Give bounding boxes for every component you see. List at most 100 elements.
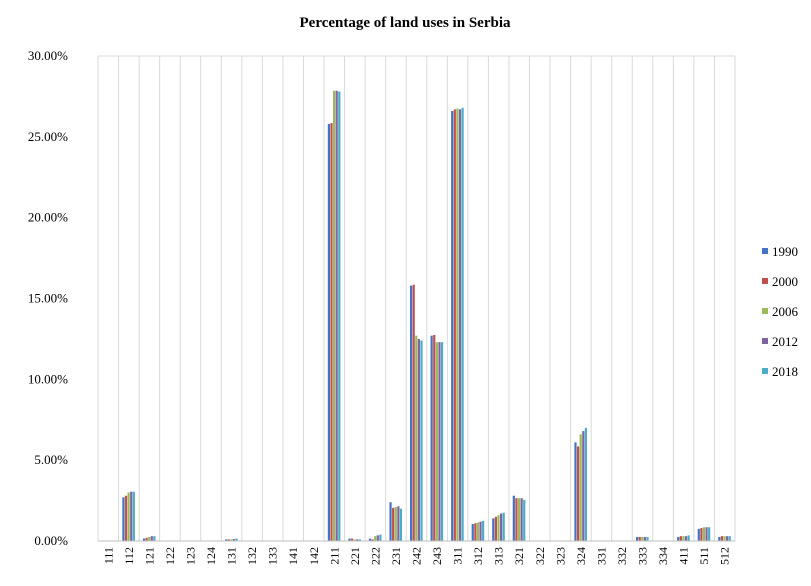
- x-tick-label: 242: [410, 547, 424, 565]
- bar-2012-243: [438, 342, 441, 541]
- x-tick-label: 122: [163, 547, 177, 565]
- bar-2006-312: [476, 522, 480, 541]
- bar-2006-243: [435, 342, 438, 541]
- bar-2018-311: [461, 107, 464, 541]
- bar-2018-333: [646, 536, 649, 541]
- bar-2006-511: [702, 527, 706, 541]
- bar-2018-313: [502, 512, 505, 541]
- bar-2000-311: [453, 109, 456, 541]
- x-axis-ticks: 111 112 121 122 123 124 131 132 133 141 142 211 221 2…: [101, 547, 731, 565]
- x-tick-label: 411: [677, 547, 691, 565]
- bar-1990-221: [348, 538, 351, 541]
- bar-2018-222: [379, 534, 382, 541]
- bar-1990-511: [697, 528, 700, 542]
- bar-2006-221: [353, 539, 356, 541]
- legend-swatch-1990: [762, 248, 768, 254]
- legend-label-2018: 2018: [772, 364, 798, 379]
- x-tick-label: 332: [615, 547, 629, 565]
- y-axis-ticks: 0.00% 5.00% 10.00% 15.00% 20.00% 25.00% 30.00%: [28, 48, 68, 548]
- bar-2018-221: [358, 539, 361, 541]
- bar-1990-313: [492, 518, 495, 541]
- x-tick-label: 221: [348, 547, 362, 565]
- x-tick-label: 141: [286, 547, 300, 565]
- bar-2012-512: [726, 536, 729, 541]
- x-tick-label: 311: [451, 547, 465, 565]
- bar-1990-411: [677, 536, 680, 541]
- legend-swatch-2018: [762, 368, 768, 374]
- bar-2000-411: [679, 536, 682, 541]
- x-tick-label: 111: [101, 547, 115, 564]
- bar-2006-222: [374, 536, 377, 541]
- bar-2000-511: [700, 528, 703, 541]
- x-tick-label: 321: [512, 547, 526, 565]
- bar-2000-221: [350, 538, 354, 541]
- x-tick-label: 312: [471, 547, 485, 565]
- legend-swatch-2006: [762, 308, 768, 314]
- bar-2012-242: [417, 338, 420, 541]
- x-tick-label: 512: [718, 547, 732, 565]
- bar-2018-242: [420, 340, 423, 541]
- bar-1990-112: [122, 497, 125, 541]
- bar-2006-311: [456, 108, 459, 541]
- bar-2018-312: [482, 520, 485, 541]
- bar-2018-243: [440, 342, 444, 541]
- bar-1990-211: [327, 123, 331, 542]
- bar-2012-211: [335, 90, 338, 541]
- x-tick-label: 112: [122, 547, 136, 565]
- bar-1990-243: [430, 335, 433, 541]
- legend-label-2012: 2012: [772, 334, 798, 349]
- bar-2000-324: [576, 446, 580, 541]
- bar-2012-221: [356, 539, 359, 541]
- x-tick-label: 333: [636, 547, 650, 565]
- bar-2012-324: [582, 431, 585, 541]
- bar-1990-131: [225, 539, 228, 541]
- x-tick-label: 132: [245, 547, 259, 565]
- bar-2006-121: [148, 536, 151, 541]
- bar-2000-512: [720, 536, 724, 541]
- bar-1990-312: [471, 524, 474, 541]
- y-tick-label: 25.00%: [28, 129, 68, 144]
- bar-2012-222: [376, 535, 379, 541]
- bar-2012-313: [499, 513, 503, 541]
- bar-2006-324: [579, 434, 582, 541]
- x-tick-label: 511: [697, 547, 711, 565]
- gridlines: [97, 55, 736, 541]
- bar-2018-321: [523, 499, 526, 541]
- legend-swatch-2012: [762, 338, 768, 344]
- chart-title: Percentage of land uses in Serbia: [300, 15, 511, 31]
- legend-label-2006: 2006: [772, 304, 799, 319]
- bar-2000-211: [330, 123, 333, 541]
- bars: [122, 90, 731, 542]
- x-tick-label: 243: [430, 547, 444, 565]
- bar-2018-512: [728, 536, 731, 541]
- legend: 1990 2000 2006 2012 2018: [762, 244, 799, 379]
- x-tick-label: 124: [204, 547, 218, 565]
- bar-2006-333: [641, 536, 644, 541]
- bar-2000-242: [412, 284, 415, 541]
- bar-2000-112: [124, 495, 128, 541]
- bar-1990-324: [574, 442, 577, 541]
- bar-1990-222: [368, 538, 372, 541]
- x-tick-label: 324: [574, 547, 588, 565]
- bar-2012-333: [643, 536, 647, 541]
- bar-1990-321: [512, 495, 515, 541]
- bar-2018-411: [687, 535, 690, 541]
- bar-2006-242: [415, 335, 418, 541]
- y-tick-label: 20.00%: [28, 210, 68, 225]
- bar-2006-231: [394, 507, 397, 541]
- y-tick-label: 30.00%: [28, 48, 68, 63]
- y-tick-label: 0.00%: [34, 533, 68, 548]
- bar-2000-321: [515, 498, 518, 541]
- bar-2018-112: [132, 491, 135, 541]
- bar-2018-211: [338, 91, 341, 541]
- bar-2012-231: [397, 506, 400, 541]
- x-tick-label: 334: [656, 547, 670, 565]
- bar-2018-231: [399, 508, 403, 541]
- bar-2006-512: [723, 536, 726, 541]
- x-tick-label: 133: [266, 547, 280, 565]
- y-tick-label: 5.00%: [34, 452, 68, 467]
- bar-2012-411: [684, 536, 688, 541]
- x-tick-label: 322: [533, 547, 547, 565]
